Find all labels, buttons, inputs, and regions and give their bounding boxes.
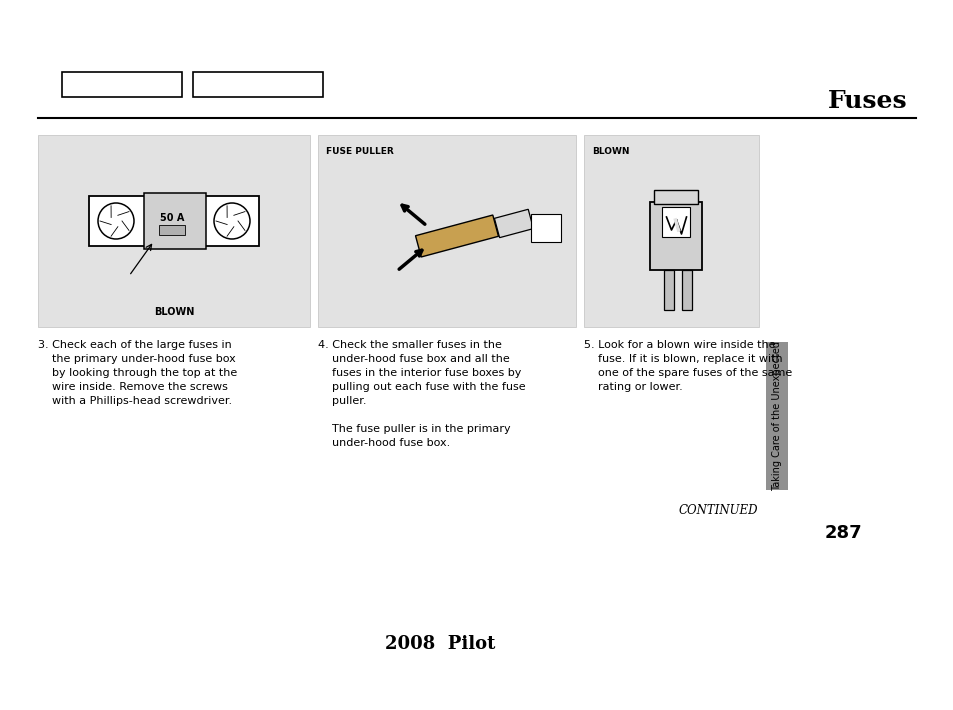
Bar <box>62 72 182 97</box>
Bar <box>317 135 576 327</box>
Text: 5. Look for a blown wire inside the
    fuse. If it is blown, replace it with
  : 5. Look for a blown wire inside the fuse… <box>583 340 791 392</box>
Text: CONTINUED: CONTINUED <box>678 504 758 517</box>
Bar <box>38 135 310 327</box>
Text: 287: 287 <box>823 524 861 542</box>
Bar <box>765 342 787 490</box>
Circle shape <box>213 203 250 239</box>
Bar <box>681 270 692 310</box>
Text: FUSE PULLER: FUSE PULLER <box>326 147 394 156</box>
Text: 50 A: 50 A <box>160 213 184 223</box>
Bar <box>650 202 701 270</box>
Bar <box>531 214 560 242</box>
Bar <box>654 190 698 204</box>
Text: 4. Check the smaller fuses in the
    under-hood fuse box and all the
    fuses : 4. Check the smaller fuses in the under-… <box>317 340 525 448</box>
Bar <box>144 193 206 249</box>
Circle shape <box>98 203 133 239</box>
Bar <box>89 196 258 246</box>
Bar <box>159 225 185 235</box>
Text: 2008  Pilot: 2008 Pilot <box>384 635 495 653</box>
Bar <box>193 72 323 97</box>
Text: 3. Check each of the large fuses in
    the primary under-hood fuse box
    by l: 3. Check each of the large fuses in the … <box>38 340 237 406</box>
Bar <box>583 135 759 327</box>
Text: BLOWN: BLOWN <box>592 147 629 156</box>
Bar <box>664 270 674 310</box>
Polygon shape <box>416 215 498 257</box>
Text: BLOWN: BLOWN <box>153 307 194 317</box>
Text: Fuses: Fuses <box>827 89 907 113</box>
Bar <box>661 207 690 237</box>
Text: Taking Care of the Unexpected: Taking Care of the Unexpected <box>771 341 781 491</box>
Polygon shape <box>494 209 533 238</box>
